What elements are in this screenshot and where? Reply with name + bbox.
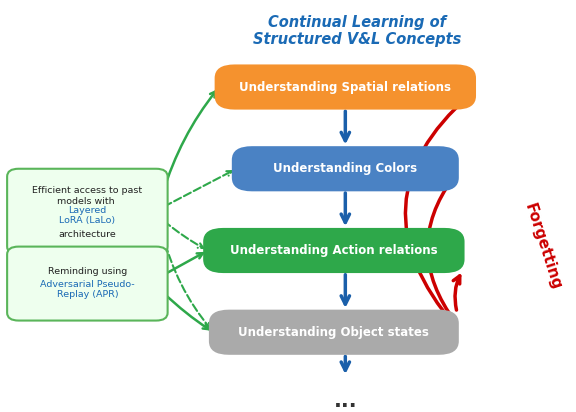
FancyBboxPatch shape	[209, 310, 459, 355]
Text: Understanding Spatial relations: Understanding Spatial relations	[239, 80, 452, 94]
FancyBboxPatch shape	[7, 247, 168, 321]
Text: Adversarial Pseudo-
Replay (APR): Adversarial Pseudo- Replay (APR)	[40, 280, 135, 299]
Text: Understanding Object states: Understanding Object states	[238, 326, 429, 339]
FancyBboxPatch shape	[215, 64, 476, 110]
Text: Efficient access to past: Efficient access to past	[32, 186, 142, 194]
Text: Forgetting: Forgetting	[522, 201, 564, 292]
Text: architecture: architecture	[59, 229, 116, 239]
FancyBboxPatch shape	[203, 228, 465, 273]
Text: Reminding using: Reminding using	[48, 267, 127, 276]
FancyBboxPatch shape	[7, 169, 168, 254]
Text: models with: models with	[57, 197, 118, 206]
Text: Continual Learning of
Structured V&L Concepts: Continual Learning of Structured V&L Con…	[253, 15, 461, 47]
Text: Layered
LoRA (LaLo): Layered LoRA (LaLo)	[59, 206, 115, 225]
Text: ...: ...	[334, 391, 357, 411]
Text: Understanding Action relations: Understanding Action relations	[230, 244, 438, 257]
FancyBboxPatch shape	[232, 146, 459, 191]
Text: Understanding Colors: Understanding Colors	[273, 162, 418, 175]
